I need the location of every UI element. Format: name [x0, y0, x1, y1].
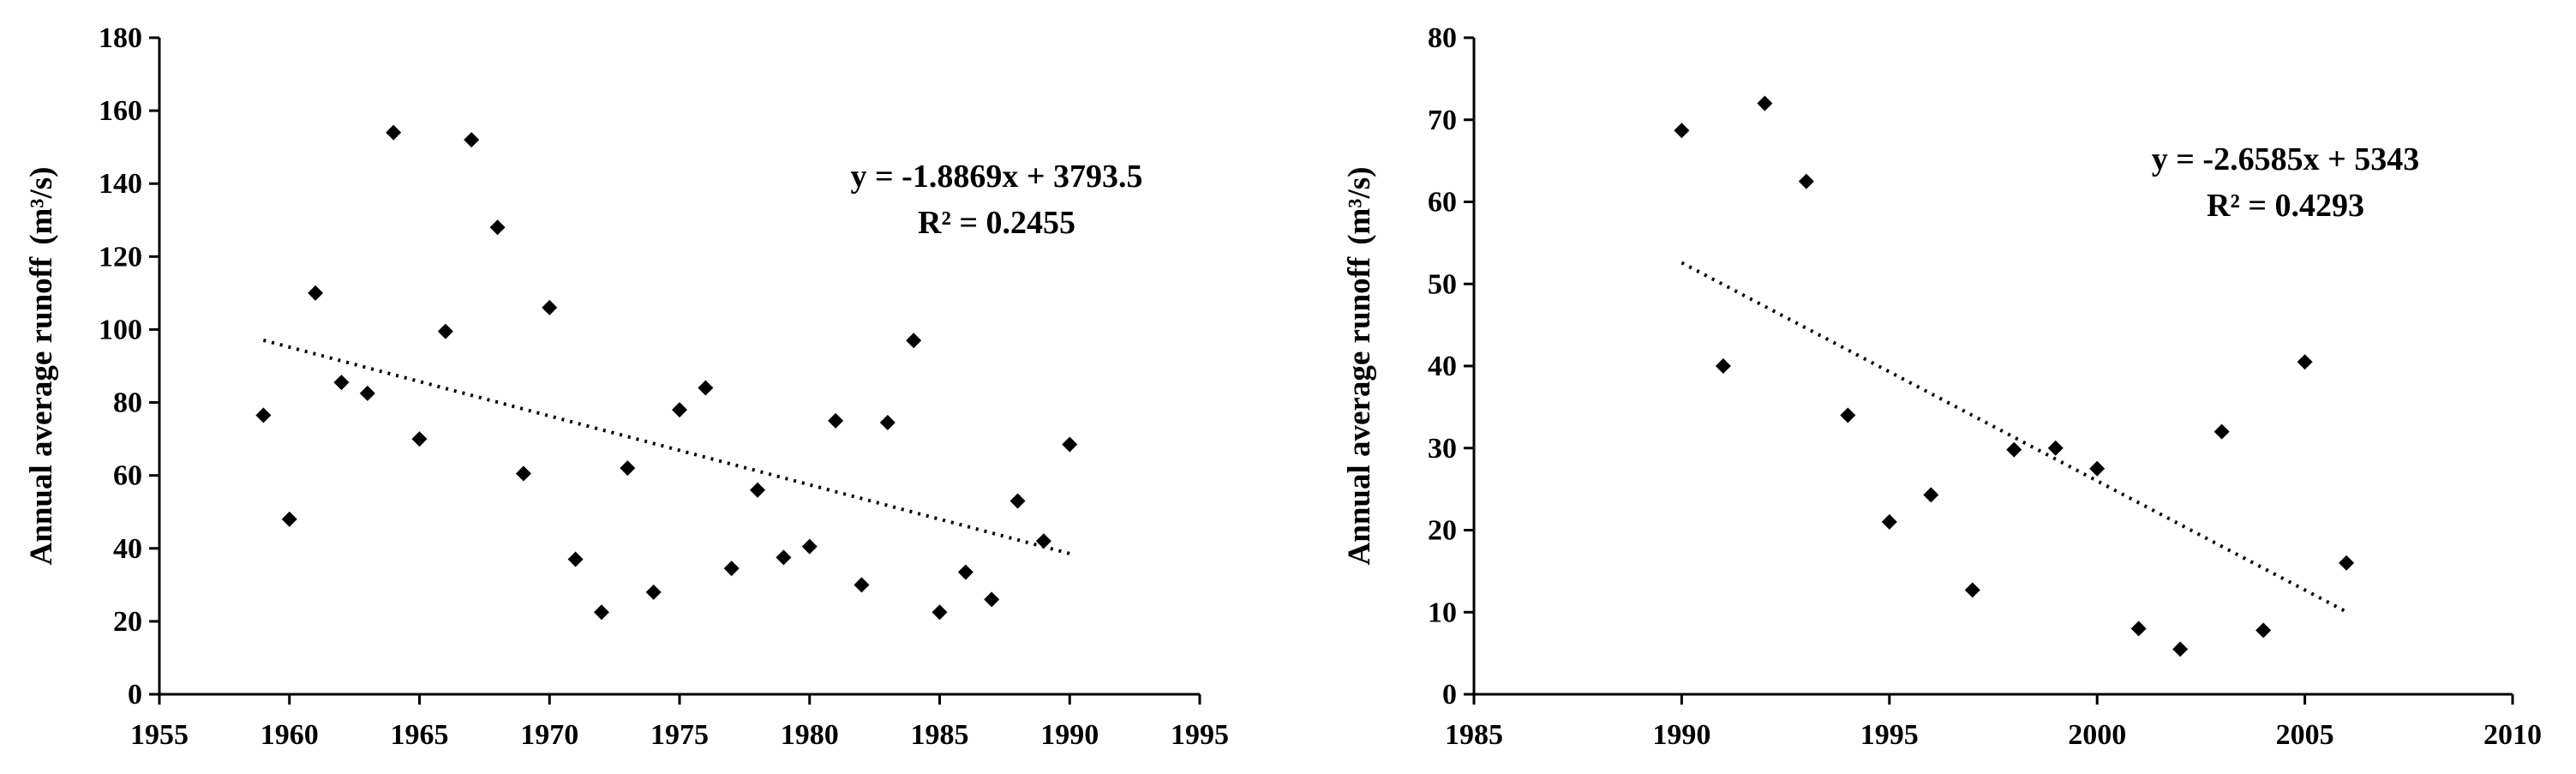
r-squared: R² = 0.4293	[2207, 188, 2364, 224]
data-point	[1009, 493, 1026, 509]
y-tick-label: 120	[99, 241, 142, 273]
data-point	[620, 460, 636, 477]
y-tick-label: 140	[99, 168, 142, 200]
data-point	[567, 551, 584, 567]
data-point	[2047, 440, 2064, 456]
y-tick-label: 50	[1428, 268, 1457, 300]
data-point	[1923, 487, 1939, 503]
trend-equation: y = -1.8869x + 3793.5	[851, 159, 1143, 195]
y-tick-label: 80	[113, 387, 142, 419]
y-tick-label: 0	[1442, 679, 1457, 711]
data-point	[489, 219, 506, 236]
chart-panel-1990-2006: 0 10 20 30 40 50 60 70 80 1985 1990 1995 2000 2005 201…	[1342, 22, 2542, 751]
data-point	[801, 538, 818, 555]
data-point	[2172, 641, 2189, 657]
data-point	[957, 564, 973, 580]
x-tick-label: 2005	[2276, 719, 2334, 751]
data-point	[698, 380, 714, 396]
data-point	[828, 412, 844, 429]
x-tick-label: 1985	[1445, 719, 1503, 751]
y-tick-label: 10	[1428, 597, 1457, 628]
trendline	[1680, 261, 2348, 614]
chart-panel-1959-1990: 0 20 40 60 80 100 120 140 160 180 1955 1960 1965 1970…	[24, 22, 1229, 751]
y-tick-label: 0	[128, 679, 142, 711]
x-tick-label: 1965	[391, 719, 449, 751]
data-point	[1881, 513, 1897, 530]
y-tick-label: 180	[99, 22, 142, 54]
x-tick-label: 2000	[2068, 719, 2126, 751]
y-tick-label: 80	[1428, 22, 1457, 54]
data-point	[1062, 436, 1078, 453]
x-tick-label: 1990	[1040, 719, 1099, 751]
data-point	[906, 333, 922, 349]
data-point	[2214, 423, 2230, 440]
data-point	[879, 414, 896, 430]
y-tick-label: 60	[1428, 187, 1457, 219]
data-point	[1674, 123, 1690, 139]
data-point	[1715, 358, 1731, 374]
x-tick-label: 1980	[781, 719, 839, 751]
data-point	[2297, 354, 2313, 370]
data-point	[1757, 95, 1773, 111]
y-tick-label: 160	[99, 95, 142, 127]
data-point	[1964, 582, 1980, 598]
data-point	[645, 584, 662, 600]
data-point	[1798, 173, 1814, 189]
data-point	[750, 482, 766, 498]
y-axis-label: Annual average runoff (m³/s)	[1342, 167, 1377, 566]
data-point	[723, 561, 740, 577]
y-tick-label: 40	[1428, 351, 1457, 382]
y-tick-label: 70	[1428, 105, 1457, 136]
y-axis-label-unit: (m³/s)	[1342, 167, 1377, 245]
data-point	[2006, 441, 2022, 458]
data-point	[437, 323, 453, 339]
y-tick-label: 30	[1428, 433, 1457, 465]
x-tick-label: 1955	[130, 719, 189, 751]
y-tick-label: 40	[113, 533, 142, 565]
data-point	[464, 132, 480, 148]
data-point	[333, 375, 350, 391]
data-point	[2255, 622, 2272, 639]
data-point	[1035, 533, 1051, 549]
data-point	[854, 577, 870, 593]
data-point	[281, 511, 297, 527]
data-point	[255, 407, 272, 423]
data-point	[2089, 460, 2106, 477]
data-point	[672, 402, 687, 418]
data-point	[1840, 407, 1856, 423]
y-axis-label-text: Annual average runoff	[24, 256, 59, 565]
y-tick-label: 20	[113, 606, 142, 638]
data-point	[386, 124, 402, 141]
x-tick-label: 2010	[2483, 719, 2542, 751]
x-tick-label: 1960	[261, 719, 319, 751]
data-point	[2339, 555, 2355, 571]
data-point	[593, 604, 609, 621]
data-point	[542, 299, 558, 315]
data-point	[2130, 621, 2147, 637]
data-point	[932, 604, 948, 621]
data-point	[515, 465, 531, 482]
trendline	[262, 339, 1070, 555]
y-axis-label-text: Annual average runoff	[1342, 256, 1377, 565]
data-point	[359, 385, 375, 401]
x-tick-label: 1995	[1171, 719, 1229, 751]
y-tick-label: 100	[99, 314, 142, 345]
r-squared: R² = 0.2455	[918, 205, 1075, 241]
data-point	[308, 285, 324, 301]
y-tick-label: 60	[113, 460, 142, 492]
data-point	[411, 431, 428, 447]
y-axis-label-unit: (m³/s)	[24, 167, 59, 245]
y-axis-label: Annual average runoff (m³/s)	[24, 167, 59, 566]
x-tick-label: 1970	[520, 719, 578, 751]
trend-equation: y = -2.6585x + 5343	[2152, 141, 2419, 177]
data-point	[776, 549, 792, 566]
x-tick-label: 1985	[911, 719, 969, 751]
x-tick-label: 1990	[1652, 719, 1710, 751]
x-tick-label: 1995	[1860, 719, 1919, 751]
x-tick-label: 1975	[650, 719, 709, 751]
data-point	[984, 591, 1000, 608]
y-tick-label: 20	[1428, 515, 1457, 547]
